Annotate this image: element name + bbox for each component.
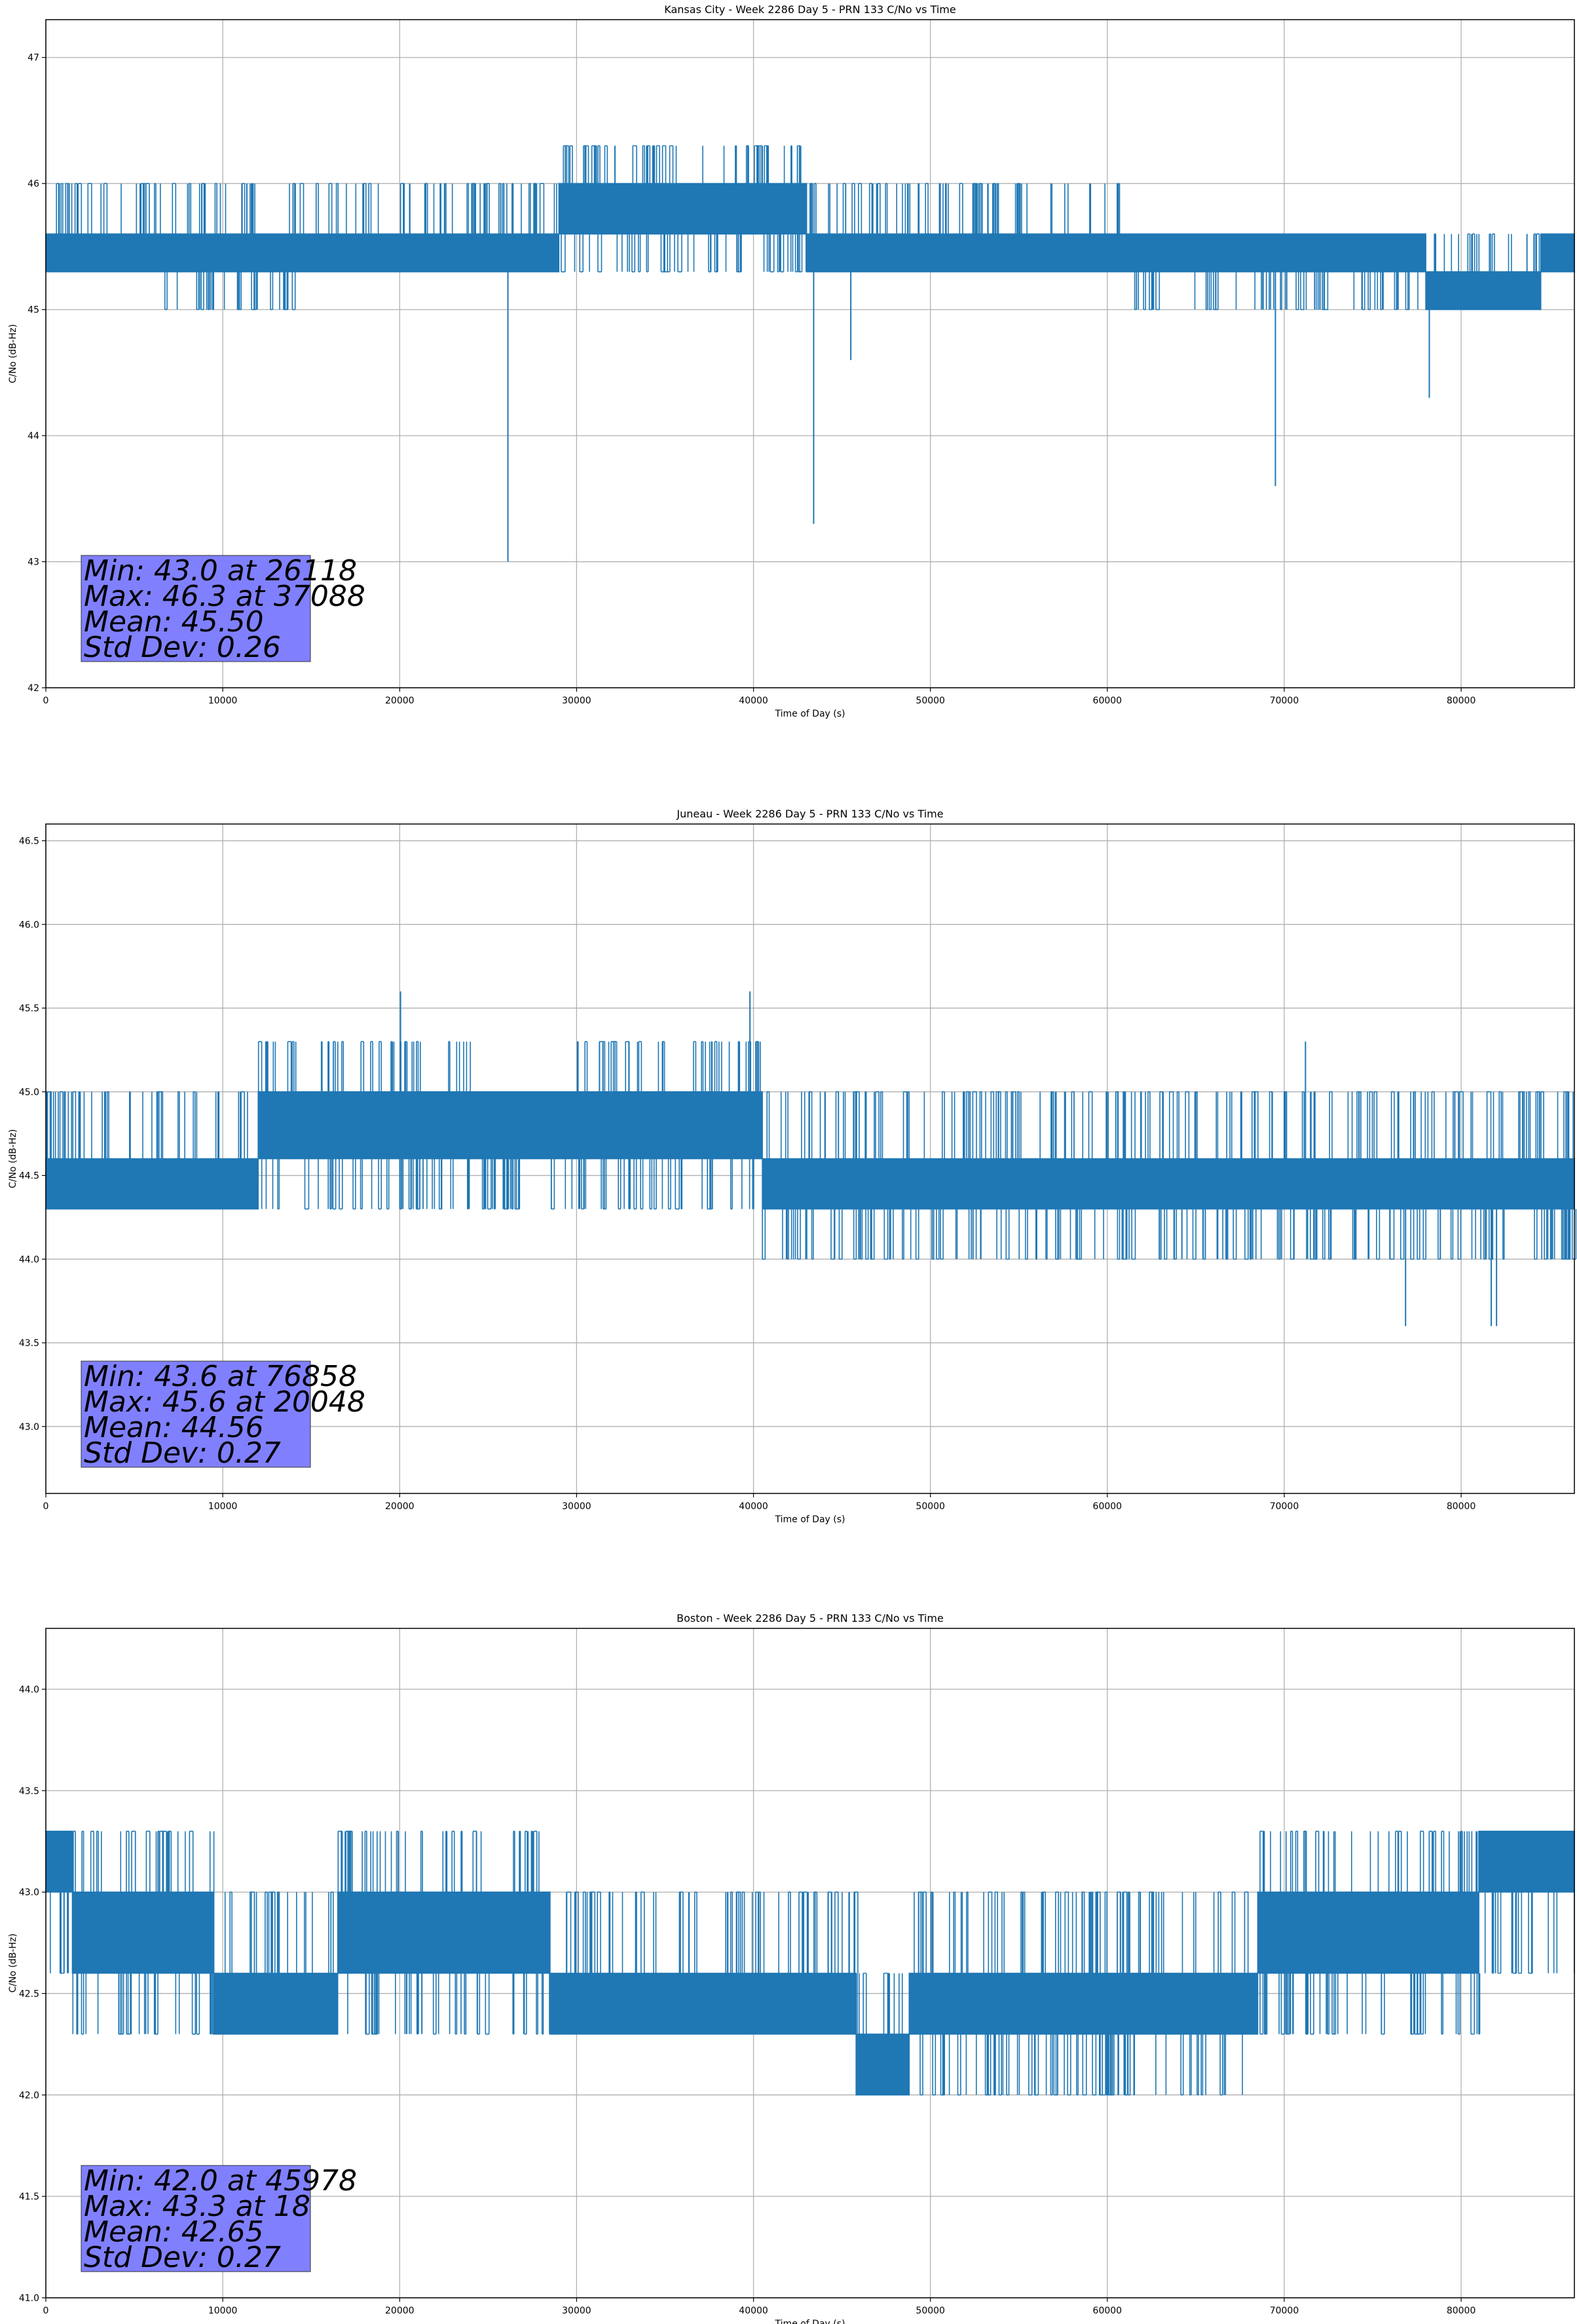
- y-axis-label: C/No (dB-Hz): [8, 1129, 18, 1188]
- x-tick-label: 50000: [916, 2306, 945, 2316]
- stats-line: Mean: 42.65: [84, 2215, 264, 2249]
- y-tick-label: 47: [28, 53, 39, 64]
- x-tick-label: 80000: [1447, 696, 1476, 706]
- axes-frame: [45, 823, 1575, 1494]
- stats-line: Min: 43.0 at 26118: [84, 554, 357, 588]
- y-tick-label: 46.0: [19, 920, 39, 930]
- y-tick-label: 41.0: [19, 2293, 39, 2304]
- x-tick-label: 20000: [385, 696, 415, 706]
- y-tick-label: 43.5: [19, 1786, 39, 1797]
- x-tick-label: 40000: [739, 1501, 768, 1512]
- stats-line: Mean: 45.50: [84, 605, 264, 639]
- stats-line: Std Dev: 0.27: [84, 2241, 281, 2274]
- x-axis-label: Time of Day (s): [775, 2319, 845, 2324]
- stats-line: Std Dev: 0.27: [84, 1436, 281, 1470]
- y-tick-label: 43: [28, 557, 39, 568]
- y-tick-label: 42.0: [19, 2090, 39, 2101]
- y-tick-label: 44.5: [19, 1171, 39, 1182]
- x-tick-label: 50000: [916, 696, 945, 706]
- x-tick-label: 20000: [385, 2306, 415, 2316]
- y-tick-label: 45: [28, 305, 39, 316]
- y-tick-label: 42.5: [19, 1989, 39, 1999]
- stats-line: Mean: 44.56: [84, 1411, 264, 1444]
- y-tick-label: 42: [28, 683, 39, 694]
- x-tick-label: 60000: [1093, 2306, 1122, 2316]
- x-tick-label: 60000: [1093, 1501, 1122, 1512]
- x-tick-label: 0: [43, 696, 49, 706]
- chart-title: Boston - Week 2286 Day 5 - PRN 133 C/No …: [677, 1612, 944, 1624]
- x-tick-label: 40000: [739, 696, 768, 706]
- y-tick-label: 43.0: [19, 1888, 39, 1898]
- x-tick-label: 10000: [208, 696, 238, 706]
- x-tick-label: 70000: [1270, 2306, 1299, 2316]
- stats-box-background: [81, 2165, 311, 2272]
- stats-box-background: [81, 1360, 311, 1468]
- series-band: [45, 1830, 1575, 2096]
- x-tick-label: 70000: [1270, 696, 1299, 706]
- x-tick-label: 70000: [1270, 1501, 1299, 1512]
- stats-box-background: [81, 555, 311, 662]
- series-band: [45, 145, 1575, 310]
- stats-line: Max: 45.6 at 20048: [84, 1385, 365, 1419]
- x-tick-label: 30000: [562, 2306, 591, 2316]
- y-tick-label: 43.5: [19, 1338, 39, 1349]
- x-tick-label: 10000: [208, 1501, 238, 1512]
- y-tick-label: 41.5: [19, 2192, 39, 2202]
- y-tick-label: 46.5: [19, 836, 39, 847]
- x-tick-label: 80000: [1447, 2306, 1476, 2316]
- stats-line: Min: 42.0 at 45978: [84, 2164, 357, 2198]
- series-line: [45, 991, 1577, 1326]
- x-tick-label: 0: [43, 2306, 49, 2316]
- y-tick-label: 43.0: [19, 1422, 39, 1433]
- series-band: [45, 1041, 1577, 1260]
- stats-line: Max: 46.3 at 37088: [84, 580, 365, 613]
- y-tick-label: 44.0: [19, 1685, 39, 1695]
- x-tick-label: 30000: [562, 1501, 591, 1512]
- chart-panel-1: 0 10000 20000 30000 40000 50000 60000 70000 8000…: [8, 808, 1577, 1525]
- chart-title: Juneau - Week 2286 Day 5 - PRN 133 C/No …: [676, 808, 943, 820]
- x-tick-label: 50000: [916, 1501, 945, 1512]
- stats-line: Max: 43.3 at 18: [84, 2190, 310, 2223]
- axes-frame: [45, 1628, 1575, 2298]
- y-axis-label: C/No (dB-Hz): [8, 324, 18, 383]
- x-tick-label: 40000: [739, 2306, 768, 2316]
- x-tick-label: 20000: [385, 1501, 415, 1512]
- chart-panel-2: 0 10000 20000 30000 40000 50000 60000 70000 8000…: [8, 1612, 1575, 2324]
- x-axis-label: Time of Day (s): [775, 709, 845, 719]
- y-axis-label: C/No (dB-Hz): [8, 1934, 18, 1993]
- x-tick-label: 10000: [208, 2306, 238, 2316]
- series-line: [45, 1830, 1575, 2096]
- stats-line: Min: 43.6 at 76858: [84, 1360, 357, 1393]
- x-tick-label: 0: [43, 1501, 49, 1512]
- stats-line: Std Dev: 0.26: [84, 631, 281, 664]
- x-axis-label: Time of Day (s): [775, 1514, 845, 1525]
- y-tick-label: 45.5: [19, 1003, 39, 1014]
- y-tick-label: 44.0: [19, 1254, 39, 1265]
- y-tick-label: 44: [28, 431, 39, 441]
- chart-panel-0: 0 10000 20000 30000 40000 50000 60000 70000 8000…: [8, 3, 1575, 719]
- series-line: [45, 145, 1575, 562]
- chart-title: Kansas City - Week 2286 Day 5 - PRN 133 …: [664, 3, 955, 16]
- axes-frame: [45, 19, 1575, 688]
- x-tick-label: 30000: [562, 696, 591, 706]
- y-tick-label: 46: [28, 179, 39, 189]
- x-tick-label: 80000: [1447, 1501, 1476, 1512]
- x-tick-label: 60000: [1093, 696, 1122, 706]
- y-tick-label: 45.0: [19, 1087, 39, 1098]
